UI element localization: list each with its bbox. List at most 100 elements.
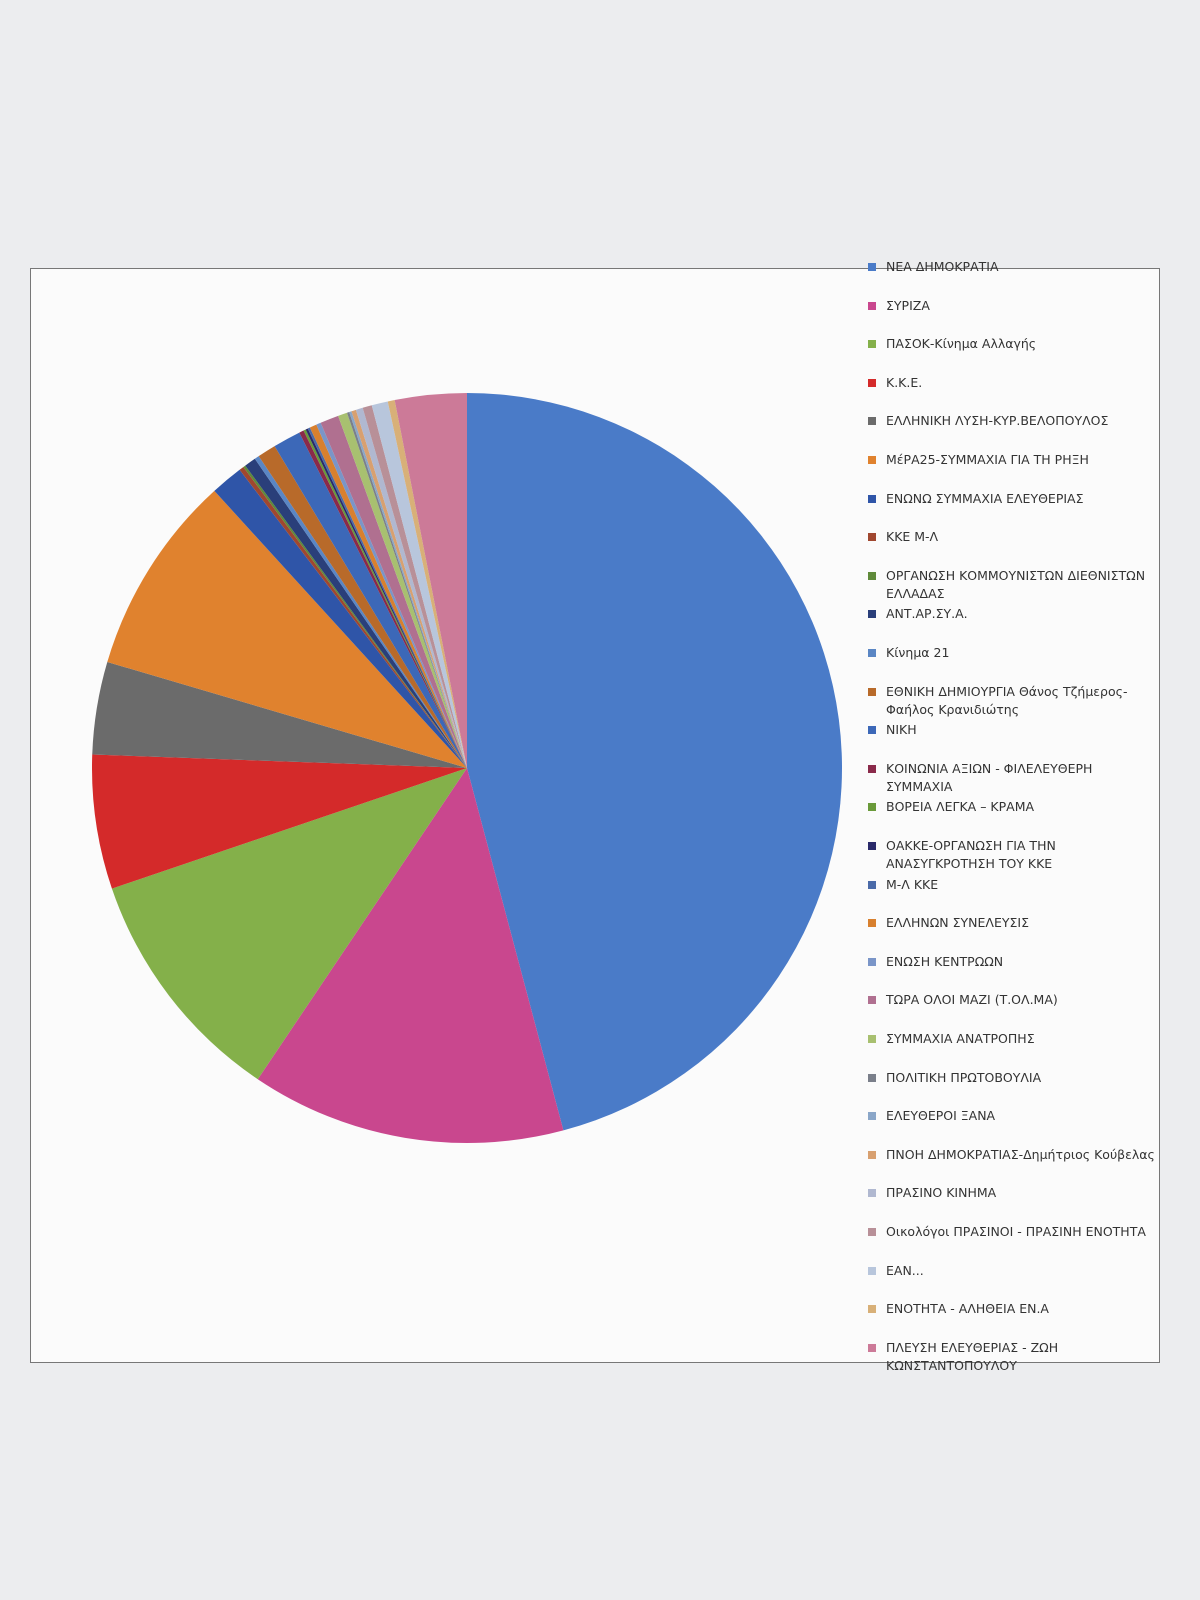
legend-entry: ΠΑΣΟΚ-Κίνημα Αλλαγής	[868, 335, 1158, 353]
legend-entry: ΕΑΝ...	[868, 1262, 1158, 1280]
legend-label: ΕΝΟΤΗΤΑ - ΑΛΗΘΕΙΑ ΕΝ.Α	[886, 1301, 1049, 1317]
legend-entry: ΑΝΤ.ΑΡ.ΣΥ.Α.	[868, 605, 1158, 623]
legend-entry: Κ.Κ.Ε.	[868, 374, 1158, 392]
pie-slice	[309, 424, 467, 768]
legend-label: ΕΛΕΥΘΕΡΟΙ ΞΑΝΑ	[886, 1108, 996, 1124]
legend-entry: Κίνημα 21	[868, 644, 1158, 662]
legend-label: ΠΝΟΗ ΔΗΜΟΚΡΑΤΙΑΣ-Δημήτριος Κούβελας	[886, 1146, 1155, 1162]
legend-label: ΕΘΝΙΚΗ ΔΗΜΙΟΥΡΓΙΑ Θάνος Τζήμερος-Φαήλος …	[886, 683, 1128, 717]
pie-slice	[387, 400, 467, 768]
legend-entry: ΕΝΟΤΗΤΑ - ΑΛΗΘΕΙΑ ΕΝ.Α	[868, 1300, 1158, 1318]
legend-entry: Μ-Λ ΚΚΕ	[868, 876, 1158, 894]
legend-swatch	[868, 1073, 876, 1082]
legend-swatch	[868, 880, 876, 889]
legend-label: ΚΚΕ Μ-Λ	[886, 529, 939, 545]
legend-swatch	[868, 378, 876, 387]
legend-label: Κ.Κ.Ε.	[886, 374, 923, 390]
legend-entry: ΕΛΕΥΘΕΡΟΙ ΞΑΝΑ	[868, 1107, 1158, 1125]
legend-swatch	[868, 263, 876, 271]
legend-entry: ΝΙΚΗ	[868, 721, 1158, 739]
legend-entry: ΚΚΕ Μ-Λ	[868, 528, 1158, 546]
pie-slice	[346, 411, 467, 768]
pie-slice	[245, 458, 467, 768]
legend-swatch	[868, 803, 876, 812]
legend-swatch	[868, 957, 876, 966]
pie-slice	[111, 768, 468, 1080]
legend-swatch	[868, 533, 876, 542]
pie-slice	[254, 456, 467, 768]
pie-slice	[316, 422, 467, 768]
pie-slice	[91, 754, 467, 889]
pie-slice	[303, 429, 467, 768]
pie-slice	[92, 661, 467, 768]
legend-swatch	[868, 1035, 876, 1043]
legend-label: ΕΛΛΗΝΙΚΗ ΛΥΣΗ-ΚΥΡ.ΒΕΛΟΠΟΥΛΟΣ	[886, 413, 1109, 429]
legend-swatch	[868, 417, 876, 426]
legend-entry: ΟΡΓΑΝΩΣΗ ΚΟΜΜΟΥΝΙΣΤΩΝ ΔΙΕΘΝΙΣΤΩΝ ΕΛΛΑΔΑΣ	[868, 567, 1158, 603]
legend-entry: ΠΡΑΣΙΝΟ ΚΙΝΗΜΑ	[868, 1184, 1158, 1202]
legend-entry: ΤΩΡΑ ΟΛΟΙ ΜΑΖΙ (Τ.ΟΛ.ΜΑ)	[868, 991, 1158, 1009]
legend-label: ΕΑΝ...	[886, 1262, 924, 1278]
legend-swatch	[868, 764, 876, 773]
pie-slice	[299, 430, 467, 768]
legend-swatch	[868, 1112, 876, 1121]
legend-label: Κίνημα 21	[886, 645, 950, 660]
legend-label: ΒΟΡΕΙΑ ΛΕΓΚΑ – ΚΡΑΜΑ	[886, 799, 1035, 815]
legend-entry: ΚΟΙΝΩΝΙΑ ΑΞΙΩΝ - ΦΙΛΕΛΕΥΘΕΡΗ ΣΥΜΜΑΧΙΑ	[868, 760, 1158, 796]
pie-slice	[274, 432, 467, 768]
legend-label: ΠΡΑΣΙΝΟ ΚΙΝΗΜΑ	[886, 1185, 997, 1201]
legend-entry: ΕΘΝΙΚΗ ΔΗΜΙΟΥΡΓΙΑ Θάνος Τζήμερος-Φαήλος …	[868, 683, 1158, 719]
legend-swatch	[868, 340, 876, 349]
legend-label: ΟΑΚΚΕ-ΟΡΓΑΝΩΣΗ ΓΙΑ ΤΗΝ ΑΝΑΣΥΓΚΡΟΤΗΣΗ ΤΟΥ…	[886, 838, 1056, 871]
legend-swatch	[868, 919, 876, 928]
legend-swatch	[868, 1150, 876, 1159]
legend-swatch	[868, 687, 876, 696]
pie-slice	[305, 428, 467, 768]
legend-swatch	[868, 996, 876, 1005]
legend-label: ΣΥΡΙΖΑ	[886, 297, 930, 313]
pie-slice	[307, 427, 467, 768]
legend-swatch	[868, 610, 876, 619]
pie-slice	[107, 490, 468, 768]
legend-swatch	[868, 456, 876, 464]
legend-entry: ΟΑΚΚΕ-ΟΡΓΑΝΩΣΗ ΓΙΑ ΤΗΝ ΑΝΑΣΥΓΚΡΟΤΗΣΗ ΤΟΥ…	[868, 837, 1158, 873]
legend-label: Οικολόγοι ΠΡΑΣΙΝΟΙ - ΠΡΑΣΙΝΗ ΕΝΟΤΗΤΑ	[886, 1224, 1146, 1239]
legend-entry: ΠΝΟΗ ΔΗΜΟΚΡΑΤΙΑΣ-Δημήτριος Κούβελας	[868, 1146, 1158, 1164]
legend-entry: ΕΝΩΣΗ ΚΕΝΤΡΩΩΝ	[868, 953, 1158, 971]
pie-slice	[349, 411, 467, 768]
legend-swatch	[868, 301, 876, 310]
legend-swatch	[868, 1343, 876, 1352]
legend-swatch	[868, 726, 876, 735]
legend-entry: Οικολόγοι ΠΡΑΣΙΝΟΙ - ΠΡΑΣΙΝΗ ΕΝΟΤΗΤΑ	[868, 1223, 1158, 1241]
legend-entry: ΜέΡΑ25-ΣΥΜΜΑΧΙΑ ΓΙΑ ΤΗ ΡΗΞΗ	[868, 451, 1158, 469]
legend-entry: ΒΟΡΕΙΑ ΛΕΓΚΑ – ΚΡΑΜΑ	[868, 798, 1158, 816]
legend-swatch	[868, 1266, 876, 1275]
legend-label: ΜέΡΑ25-ΣΥΜΜΑΧΙΑ ΓΙΑ ΤΗ ΡΗΞΗ	[886, 452, 1089, 467]
legend-label: ΟΡΓΑΝΩΣΗ ΚΟΜΜΟΥΝΙΣΤΩΝ ΔΙΕΘΝΙΣΤΩΝ ΕΛΛΑΔΑΣ	[886, 567, 1146, 601]
legend-label: ΝΙΚΗ	[886, 722, 917, 738]
legend-entry: ΕΛΛΗΝΩΝ ΣΥΝΕΛΕΥΣΙΣ	[868, 914, 1158, 932]
pie-slice	[243, 465, 467, 768]
legend-label: ΕΛΛΗΝΩΝ ΣΥΝΕΛΕΥΣΙΣ	[886, 915, 1029, 931]
legend-swatch	[868, 842, 876, 850]
pie-slice	[338, 412, 467, 768]
legend-label: ΕΝΩΣΗ ΚΕΝΤΡΩΩΝ	[886, 953, 1004, 969]
legend-swatch	[868, 1228, 876, 1236]
pie-slice	[214, 469, 467, 768]
legend-entry: ΣΥΜΜΑΧΙΑ ΑΝΑΤΡΟΠΗΣ	[868, 1030, 1158, 1048]
legend-label: ΤΩΡΑ ΟΛΟΙ ΜΑΖΙ (Τ.ΟΛ.ΜΑ)	[886, 992, 1058, 1008]
legend-label: ΚΟΙΝΩΝΙΑ ΑΞΙΩΝ - ΦΙΛΕΛΕΥΘΕΡΗ ΣΥΜΜΑΧΙΑ	[886, 760, 1093, 794]
legend-entry: ΣΥΡΙΖΑ	[868, 297, 1158, 315]
legend-label: ΑΝΤ.ΑΡ.ΣΥ.Α.	[886, 606, 968, 622]
legend-swatch	[868, 1305, 876, 1314]
legend-label: ΠΛΕΥΣΗ ΕΛΕΥΘΕΡΙΑΣ - ΖΩΗ ΚΩΝΣΤΑΝΤΟΠΟΥΛΟΥ	[886, 1339, 1059, 1373]
legend-entry: ΝΕΑ ΔΗΜΟΚΡΑΤΙΑ	[868, 258, 1158, 276]
legend-label: Μ-Λ ΚΚΕ	[886, 876, 939, 892]
pie-slice	[362, 405, 467, 768]
pie-slice	[257, 768, 564, 1144]
pie-slice	[320, 415, 467, 768]
pie-slice	[355, 407, 467, 768]
pie-slice	[351, 409, 467, 768]
